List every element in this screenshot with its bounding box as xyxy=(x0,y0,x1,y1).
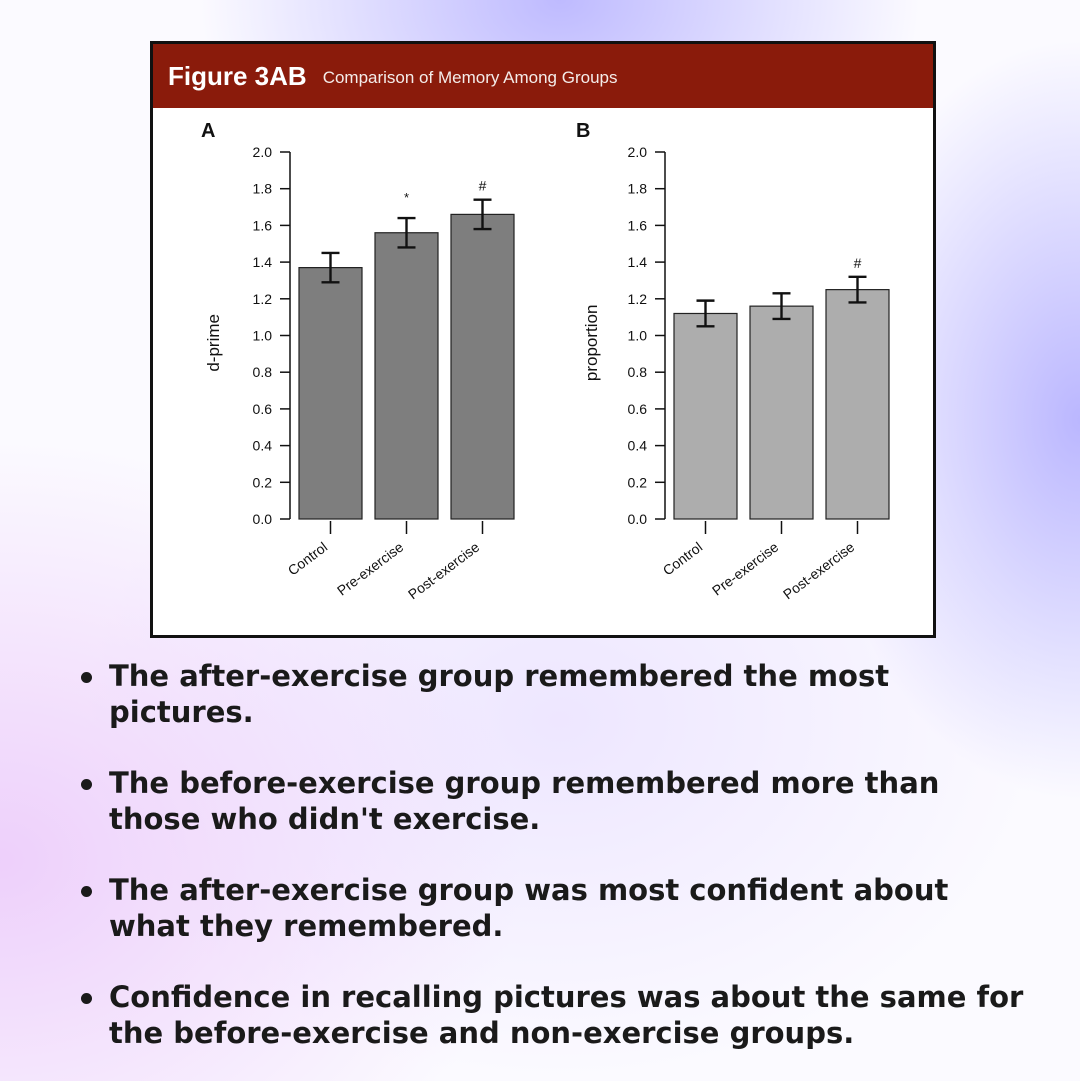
y-tick-label: 1.6 xyxy=(628,217,648,233)
y-tick-label: 1.8 xyxy=(253,181,273,197)
finding-item: The before-exercise group remembered mor… xyxy=(72,765,1032,837)
bar xyxy=(749,305,814,520)
y-tick-label: 0.8 xyxy=(628,364,648,380)
significance-marker: * xyxy=(404,190,409,205)
bar-charts: A 0.0 0.2 0.4 0.6 0.8 1.0 1.2 1.4 1.6 1.8 2.0 d-prim… xyxy=(201,120,890,602)
bar xyxy=(673,312,738,520)
y-tick-label: 1.2 xyxy=(628,291,648,307)
figure-panel: Figure 3AB Comparison of Memory Among Gr… xyxy=(150,41,936,638)
x-tick-label: Pre-exercise xyxy=(709,538,782,598)
y-tick-label: 1.6 xyxy=(253,217,273,233)
y-tick-label: 0.0 xyxy=(628,511,648,527)
significance-marker: # xyxy=(479,178,487,194)
y-axis-label: d-prime xyxy=(204,314,223,372)
bar xyxy=(825,289,890,520)
finding-item: The after-exercise group was most confid… xyxy=(72,872,1032,944)
y-tick-label: 0.4 xyxy=(628,438,648,454)
finding-item: The after-exercise group remembered the … xyxy=(72,658,1032,730)
significance-marker: # xyxy=(854,255,862,271)
finding-item: Confidence in recalling pictures was abo… xyxy=(72,979,1032,1051)
figure-header: Figure 3AB Comparison of Memory Among Gr… xyxy=(153,44,933,108)
panel-letter: B xyxy=(576,120,590,142)
y-tick-label: 0.6 xyxy=(253,401,273,417)
figure-title: Figure 3AB xyxy=(168,60,307,91)
y-tick-label: 1.4 xyxy=(628,254,648,270)
y-tick-label: 1.8 xyxy=(628,181,648,197)
bar xyxy=(374,232,439,520)
y-tick-label: 1.2 xyxy=(253,291,273,307)
y-tick-label: 0.2 xyxy=(628,474,648,490)
y-tick-label: 1.4 xyxy=(253,254,273,270)
x-tick-label: Control xyxy=(285,539,331,579)
x-tick-label: Pre-exercise xyxy=(334,538,407,598)
figure-subtitle: Comparison of Memory Among Groups xyxy=(322,68,618,87)
y-tick-label: 0.8 xyxy=(253,364,273,380)
x-tick-label: Post-exercise xyxy=(405,538,483,602)
y-tick-label: 0.2 xyxy=(253,474,273,490)
y-tick-label: 1.0 xyxy=(628,328,648,344)
x-tick-label: Control xyxy=(660,539,706,579)
y-tick-label: 2.0 xyxy=(628,144,648,160)
y-tick-label: 0.6 xyxy=(628,401,648,417)
y-tick-label: 2.0 xyxy=(253,144,273,160)
findings-list: The after-exercise group remembered the … xyxy=(72,658,1032,1086)
bar xyxy=(298,267,363,520)
x-tick-label: Post-exercise xyxy=(780,538,858,602)
y-tick-label: 0.4 xyxy=(253,438,273,454)
y-tick-label: 0.0 xyxy=(253,511,273,527)
bar xyxy=(450,213,515,520)
y-axis-label: proportion xyxy=(582,305,601,382)
panel-letter: A xyxy=(201,120,215,142)
y-tick-label: 1.0 xyxy=(253,328,273,344)
